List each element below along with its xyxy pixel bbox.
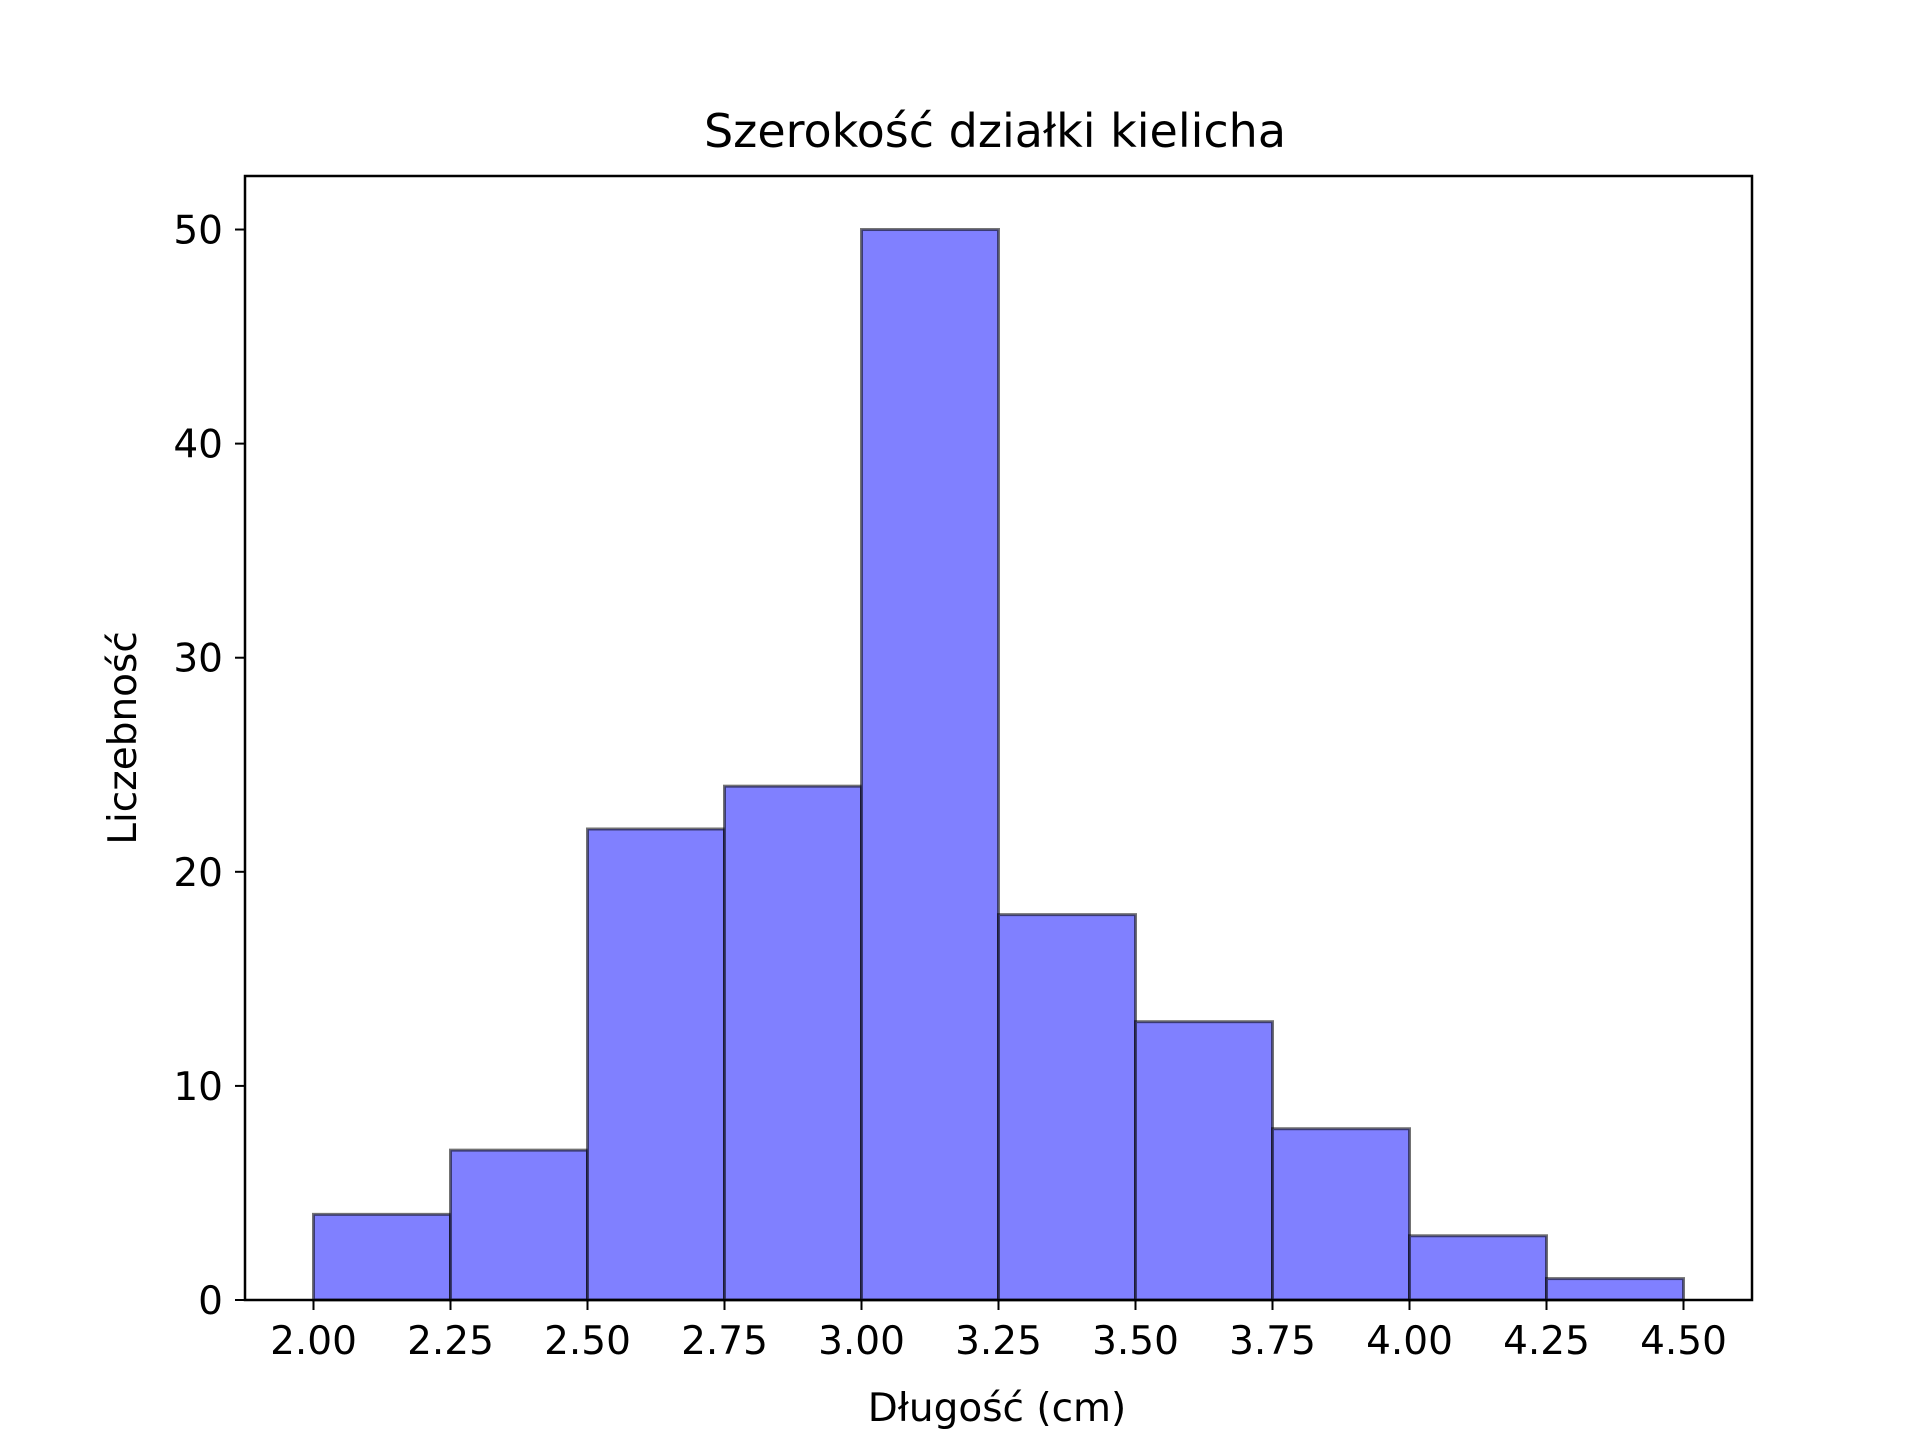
x-axis-ticks: 2.00 2.25 2.50 2.75 3.00 3.25 3.50 3.75 4.00 4.25… [270,1300,1727,1364]
x-tick-label: 4.50 [1640,1319,1727,1364]
x-tick-label: 2.75 [681,1319,768,1364]
histogram-bar [860,228,1000,1302]
x-tick-label: 3.00 [818,1319,905,1364]
histogram-bar [1545,1277,1685,1302]
x-tick-label: 2.25 [407,1319,494,1364]
x-tick-label: 3.75 [1229,1319,1316,1364]
bars-group [312,228,1685,1302]
histogram-bar [997,913,1137,1302]
x-tick-label: 4.00 [1366,1319,1453,1364]
y-tick-label: 20 [173,851,223,896]
histogram-bar [586,827,726,1302]
x-tick-label: 3.50 [1092,1319,1179,1364]
y-tick-label: 10 [173,1065,223,1110]
y-tick-label: 50 [173,209,223,254]
x-tick-label: 3.25 [955,1319,1042,1364]
histogram-bar [312,1212,452,1302]
x-axis-label: Długość (cm) [868,1386,1126,1431]
y-axis-label: Liczebność [101,631,146,845]
x-tick-label: 2.50 [544,1319,631,1364]
chart-title: Szerokość działki kielicha [704,104,1286,158]
histogram-bar [1134,1020,1274,1302]
x-tick-label: 2.00 [270,1319,357,1364]
histogram-bar [1408,1234,1548,1302]
y-tick-label: 40 [173,423,223,468]
histogram-bar [449,1148,589,1302]
y-tick-label: 0 [198,1279,223,1324]
y-axis-ticks: 0 10 20 30 40 50 [173,209,245,1324]
histogram-bar [723,784,863,1302]
y-tick-label: 30 [173,637,223,682]
x-tick-label: 4.25 [1503,1319,1590,1364]
histogram-bar [1271,1127,1411,1302]
